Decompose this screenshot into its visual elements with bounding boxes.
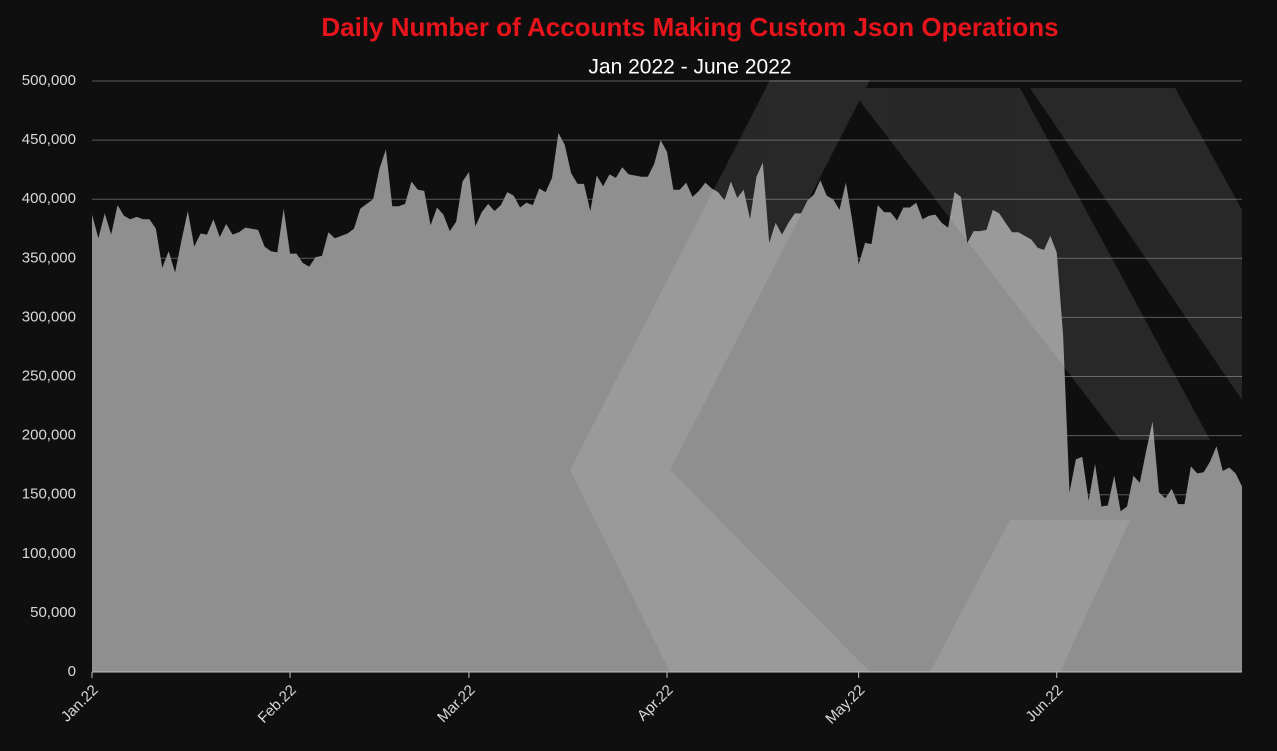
- area: [92, 133, 1242, 672]
- y-tick-label: 250,000: [22, 367, 76, 384]
- y-tick-label: 450,000: [22, 131, 76, 148]
- plot-area: [92, 80, 1242, 673]
- y-tick-label: 0: [68, 663, 76, 680]
- y-tick-label: 350,000: [22, 249, 76, 266]
- y-tick-label: 500,000: [22, 72, 76, 89]
- chart-title: Daily Number of Accounts Making Custom J…: [321, 12, 1058, 42]
- y-tick-label: 200,000: [22, 427, 76, 444]
- y-tick-label: 300,000: [22, 308, 76, 325]
- y-tick-label: 400,000: [22, 190, 76, 207]
- y-tick-label: 150,000: [22, 486, 76, 503]
- y-tick-label: 50,000: [30, 604, 76, 621]
- watermark: [570, 80, 1242, 672]
- y-tick-label: 100,000: [22, 545, 76, 562]
- chart-subtitle: Jan 2022 - June 2022: [588, 56, 791, 79]
